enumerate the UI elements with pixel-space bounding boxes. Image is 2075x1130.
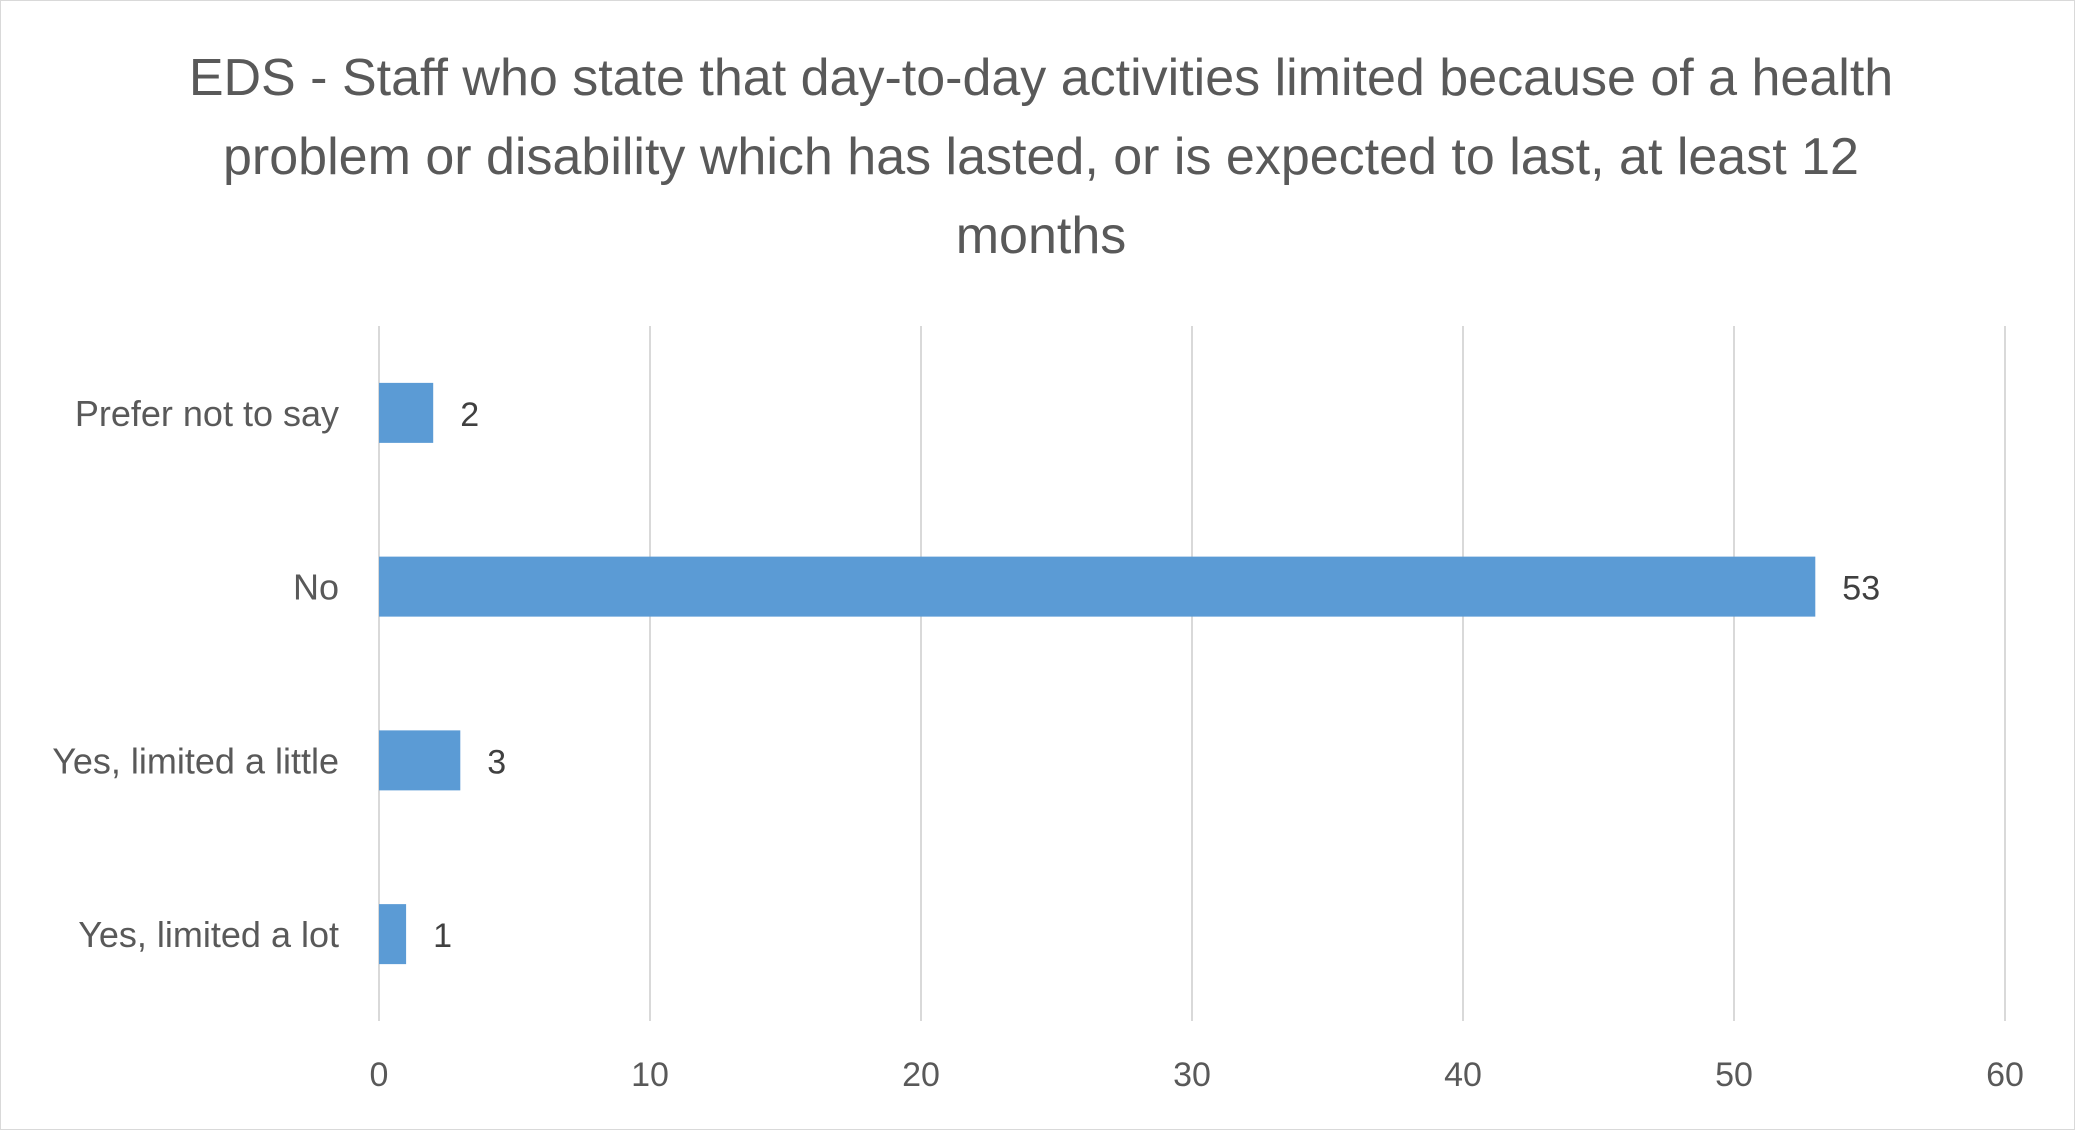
x-tick-label: 60 [1986,1056,2024,1094]
bar [379,556,1816,617]
x-tick-label: 0 [370,1056,389,1094]
x-tick-label: 50 [1715,1056,1753,1094]
data-label: 1 [433,917,452,955]
category-label: Yes, limited a little [52,740,339,781]
bars [379,382,1816,965]
category-axis: Prefer not to say No Yes, limited a little… [52,393,339,955]
category-label: No [293,567,339,608]
value-axis: 0 10 20 30 40 50 60 [370,1056,2024,1094]
category-label: Yes, limited a lot [78,914,339,955]
x-tick-label: 20 [902,1056,940,1094]
bar [379,904,407,965]
category-label: Prefer not to say [75,393,339,434]
gridlines [378,326,2006,1021]
data-labels: 2 53 3 1 [433,396,1880,955]
bar [379,382,434,443]
x-tick-label: 30 [1173,1056,1211,1094]
chart-title: EDS - Staff who state that day-to-day ac… [188,49,1894,265]
x-tick-label: 40 [1444,1056,1482,1094]
bar [379,730,461,791]
data-label: 3 [487,743,506,781]
data-label: 2 [460,396,479,434]
x-tick-label: 10 [631,1056,669,1094]
data-label: 53 [1842,570,1880,608]
